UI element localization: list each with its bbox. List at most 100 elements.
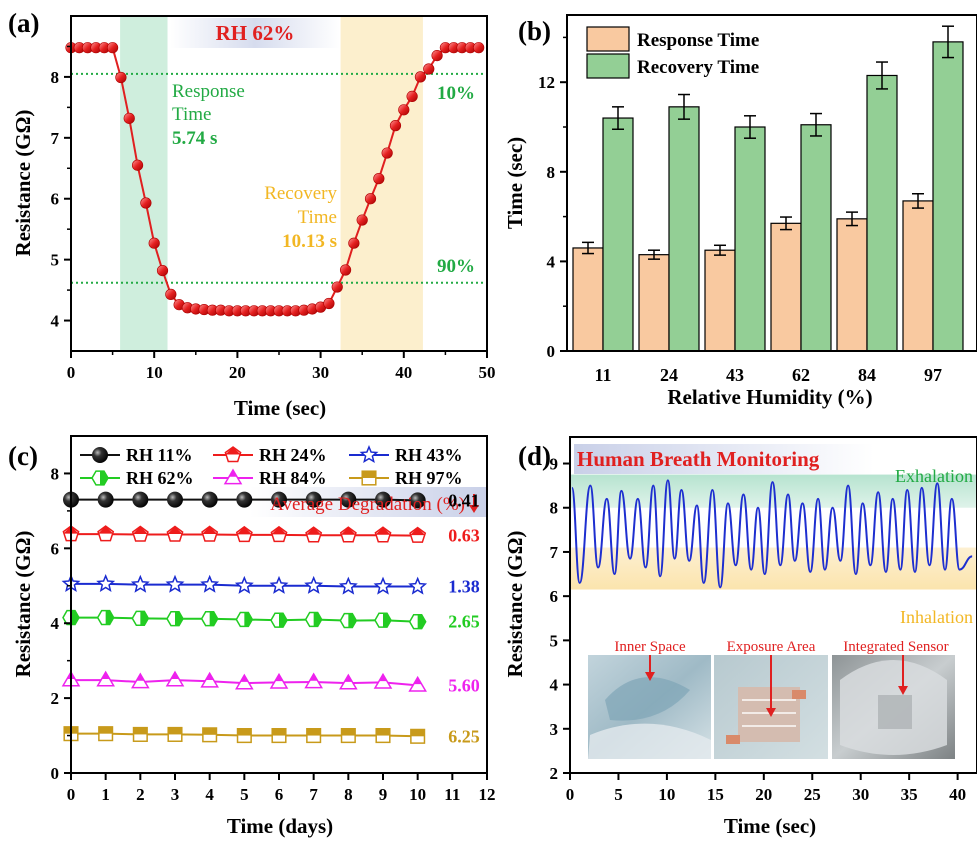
data-point-fill [410, 729, 425, 737]
data-point-fill [348, 613, 357, 628]
legend-label: RH 24% [259, 445, 327, 465]
panel-d-xtick-label: 20 [755, 785, 772, 804]
panel-d-ytick-label: 5 [550, 631, 559, 650]
legend-label: RH 11% [126, 445, 193, 465]
panel-d-xtick-label: 15 [707, 785, 724, 804]
data-point [269, 575, 289, 594]
panel-a-xtick-label: 20 [229, 363, 246, 382]
panel-c-xtick-label: 0 [67, 785, 76, 804]
data-point-fill [275, 674, 283, 682]
data-point [398, 104, 410, 116]
panel-d-letter: (d) [518, 441, 551, 471]
degradation-value: 0.63 [448, 526, 480, 546]
panel-d-xtick-label: 25 [804, 785, 821, 804]
data-point [381, 147, 393, 159]
panel-b-ytick-label: 0 [547, 342, 556, 361]
data-point-fill [376, 728, 390, 736]
data-point-fill [279, 613, 287, 628]
panel-d-ytick-label: 7 [550, 543, 559, 562]
degradation-value: 0.41 [448, 490, 480, 510]
data-point-fill [236, 526, 252, 535]
data-point [375, 491, 391, 508]
panel-c-ytick-label: 0 [51, 764, 60, 783]
data-point [323, 297, 335, 310]
panel-c-letter: (c) [8, 441, 38, 471]
panel-d-xtick-label: 30 [852, 785, 869, 804]
bar-recovery [866, 74, 898, 352]
panel-d-ytick-label: 6 [550, 587, 559, 606]
data-point-fill [71, 610, 79, 625]
panel-a-response-label: Response [172, 81, 245, 102]
panel-d-inhalation-label: Inhalation [900, 607, 973, 627]
panel-a-ytick-label: 6 [51, 190, 60, 209]
panel-d-ytick-label: 4 [550, 676, 559, 695]
panel-a-xtick-label: 30 [312, 363, 329, 382]
panel-b-ytick-label: 4 [547, 252, 556, 271]
panel-a-recovery-label-2: Time [298, 207, 337, 228]
legend-label: RH 43% [395, 445, 463, 465]
data-point [409, 492, 426, 509]
data-point-fill [101, 672, 110, 679]
panel-b-legend-response: Response Time [637, 30, 759, 51]
data-point-fill [383, 613, 391, 628]
panel-d-title: Human Breath Monitoring [577, 447, 820, 471]
bar-recovery [734, 126, 766, 352]
data-point-fill [309, 674, 318, 681]
legend-marker [92, 447, 108, 463]
data-point-fill [244, 612, 253, 627]
panel-a-ytick-label: 7 [51, 129, 60, 148]
panel-d-ytick-label: 2 [550, 764, 559, 783]
bar-recovery [668, 106, 700, 352]
panel-b-xtick-label: 43 [726, 365, 744, 385]
data-point [305, 491, 322, 508]
panel-c-xlabel: Time (days) [227, 814, 333, 838]
panel-c-ytick-label: 4 [51, 614, 60, 633]
panel-a-90pct-label: 90% [437, 256, 475, 277]
legend-marker [359, 445, 379, 464]
down-arrow-icon [469, 494, 479, 513]
data-point [331, 281, 343, 293]
data-point [236, 491, 253, 508]
data-point [406, 90, 418, 102]
data-point-fill [417, 614, 426, 629]
data-point-fill [240, 675, 249, 682]
panel-a-ylabel: Resistance (GΩ) [11, 110, 35, 257]
panel-a-xtick-label: 40 [395, 363, 412, 382]
data-point [165, 288, 177, 300]
panel-b-bar-chart: (b) 11 24 43 62 84 97 0 4 8 12 Response Time Reco… [503, 14, 977, 409]
photo-label-exposure-area: Exposure Area [727, 639, 816, 655]
data-point-fill [168, 727, 182, 735]
panel-c-xtick-label: 7 [309, 785, 318, 804]
panel-c-ylabel: Resistance (GΩ) [11, 531, 35, 678]
panel-c-xtick-label: 1 [101, 785, 110, 804]
bar-response [902, 200, 934, 352]
panel-d-xtick-label: 5 [614, 785, 623, 804]
panel-b-legend-recovery: Recovery Time [637, 57, 759, 78]
data-point [340, 491, 357, 508]
data-point [200, 574, 220, 593]
panel-d-xtick-label: 10 [658, 785, 675, 804]
panel-b-letter: (b) [518, 16, 551, 46]
data-point-fill [272, 728, 286, 736]
panel-b-xtick-label: 84 [858, 365, 876, 385]
panel-c-xtick-label: 10 [409, 785, 426, 804]
panel-b-ylabel: Time (sec) [503, 137, 527, 229]
data-point [373, 576, 393, 595]
degradation-value: 2.65 [448, 612, 480, 632]
bar-response [572, 247, 604, 352]
data-point-fill [98, 526, 114, 534]
panel-b-xtick-label: 24 [660, 365, 678, 385]
panel-b-xtick-label: 62 [792, 365, 810, 385]
legend-label: RH 97% [395, 468, 463, 488]
panel-a-ytick-label: 5 [51, 251, 60, 270]
panel-c-xtick-label: 9 [379, 785, 388, 804]
degradation-value: 1.38 [448, 577, 480, 597]
data-point-fill [133, 727, 148, 735]
panel-a-recovery-value: 10.13 s [282, 231, 337, 252]
panel-a-banner: RH 62% [216, 21, 295, 45]
data-point [132, 491, 149, 508]
panel-d-ylabel: Resistance (GΩ) [503, 531, 527, 678]
legend-label: RH 84% [259, 468, 327, 488]
